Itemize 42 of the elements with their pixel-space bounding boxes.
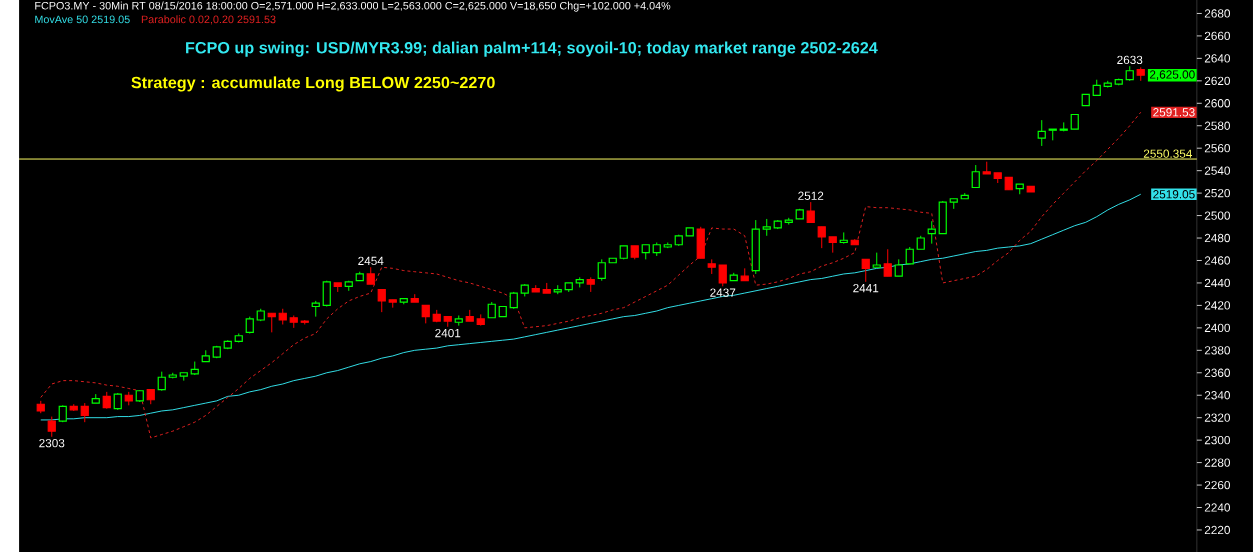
y-tick-label: 2580	[1204, 121, 1231, 130]
y-tick-label: 2300	[1204, 435, 1231, 445]
annotation: 2441	[853, 283, 879, 292]
annotation: 2633	[1117, 55, 1143, 64]
annotation: 2512	[798, 191, 824, 200]
text: Parabolic 0.02,0.20	[141, 15, 234, 25]
y-tick-label: 2600	[1204, 98, 1231, 108]
annotation: 2519.05	[91, 15, 130, 23]
y-tick-label: 2460	[1204, 256, 1231, 265]
y-tick-label: 2240	[1204, 503, 1231, 512]
y-tick-label: 2400	[1204, 323, 1231, 332]
text: MovAve 50	[35, 15, 88, 23]
ref-line-label: 2550.354	[1143, 149, 1193, 158]
y-tick-label: 2620	[1204, 76, 1231, 85]
y-tick-label: 2380	[1204, 345, 1231, 355]
y-tick-label: 2280	[1204, 458, 1231, 467]
text: Strategy : accumulate Long BELOW 2250~2270	[131, 76, 495, 92]
annotation: 2401	[435, 328, 461, 338]
text: 2591.53	[1153, 107, 1195, 117]
annotation: 2303	[39, 438, 65, 448]
y-tick-label: 2440	[1204, 278, 1231, 287]
y-tick-label: 2660	[1204, 31, 1231, 40]
annotation: 2591.53	[237, 15, 276, 23]
y-tick-label: 2560	[1204, 143, 1231, 153]
y-tick-label: 2340	[1204, 390, 1231, 400]
annotation: 2437	[710, 288, 736, 297]
y-tick-label: 2480	[1204, 233, 1231, 242]
y-tick-label: 2680	[1204, 9, 1231, 18]
y-tick-label: 2520	[1204, 188, 1231, 198]
annotation: 2454	[358, 256, 384, 265]
y-tick-label: 2420	[1204, 301, 1231, 310]
y-tick-label: 2320	[1204, 413, 1231, 422]
y-tick-label: 2360	[1204, 368, 1231, 377]
annotation: FCPO3.MY - 30Min RT 08/15/2016 18:00:00 O=2,571.000 H=2,633.000 L=2,563.000 C=2,625.000 V=18,650 Chg=+102.000 +4.04%	[35, 1, 671, 12]
y-tick-label: 2220	[1204, 525, 1231, 534]
text: 2,625.00	[1149, 70, 1195, 80]
y-tick-label: 2640	[1204, 53, 1231, 63]
y-tick-label: 2500	[1204, 211, 1231, 220]
y-tick-label: 2260	[1204, 480, 1231, 490]
text: FCPO up swing: USD/MYR3.99; dalian palm+114; soyoil-10; today market range 2502-2624	[186, 41, 878, 57]
y-tick-label: 2540	[1204, 166, 1231, 175]
text: 2519.05	[1153, 189, 1195, 199]
